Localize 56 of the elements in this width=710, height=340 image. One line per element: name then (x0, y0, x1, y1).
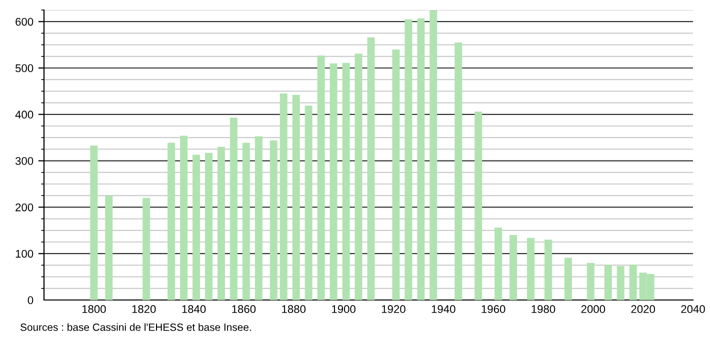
bar (342, 62, 350, 300)
bar (217, 146, 225, 300)
x-tick-label: 1900 (332, 305, 356, 314)
bar (392, 49, 400, 300)
x-tick-label: 2020 (631, 305, 656, 314)
x-tick-label: 1980 (532, 305, 556, 314)
bar (90, 145, 98, 300)
bar (527, 238, 534, 300)
bar (367, 37, 375, 300)
bar (629, 264, 637, 300)
bar (270, 140, 278, 300)
bar (317, 55, 325, 300)
bar (105, 196, 113, 300)
y-tick-label: 200 (16, 203, 34, 212)
x-tick-label: 1940 (432, 305, 456, 314)
bar (544, 240, 552, 300)
x-tick-label: 1840 (182, 305, 206, 314)
bar (564, 258, 572, 300)
bar (510, 235, 518, 300)
y-tick-label: 600 (16, 18, 34, 26)
x-tick-label: 1960 (482, 305, 506, 314)
bar (230, 118, 238, 300)
bar (254, 136, 262, 300)
bar (205, 152, 212, 300)
bar (604, 264, 612, 300)
bar (292, 94, 300, 300)
x-tick-label: 1880 (282, 305, 306, 314)
bar (616, 266, 624, 300)
bar (242, 142, 250, 300)
bar (168, 142, 176, 300)
bar (280, 94, 288, 300)
source-note: Sources : base Cassini de l'EHESS et base Insee. (20, 323, 251, 331)
bar (304, 106, 312, 300)
y-tick-label: 0 (28, 296, 34, 304)
bar (586, 262, 594, 300)
x-tick-label: 1800 (82, 305, 106, 314)
bar (192, 154, 200, 300)
y-tick-label: 400 (15, 110, 34, 119)
x-tick-label: 1820 (132, 305, 156, 314)
bar (330, 63, 338, 300)
bar (142, 198, 150, 300)
bar (180, 136, 188, 300)
x-tick-label: 2040 (681, 305, 705, 314)
bar (474, 112, 482, 300)
y-tick-label: 500 (15, 64, 34, 72)
bar (404, 19, 412, 300)
x-tick-label: 2000 (581, 305, 606, 314)
bar (430, 10, 438, 300)
x-tick-label: 1860 (232, 305, 256, 314)
bar (494, 228, 502, 300)
bar (354, 54, 362, 300)
y-tick-label: 300 (15, 157, 34, 165)
bar (454, 42, 462, 300)
y-tick-label: 100 (16, 250, 34, 258)
x-tick-label: 1920 (382, 305, 406, 314)
bar (417, 18, 425, 300)
